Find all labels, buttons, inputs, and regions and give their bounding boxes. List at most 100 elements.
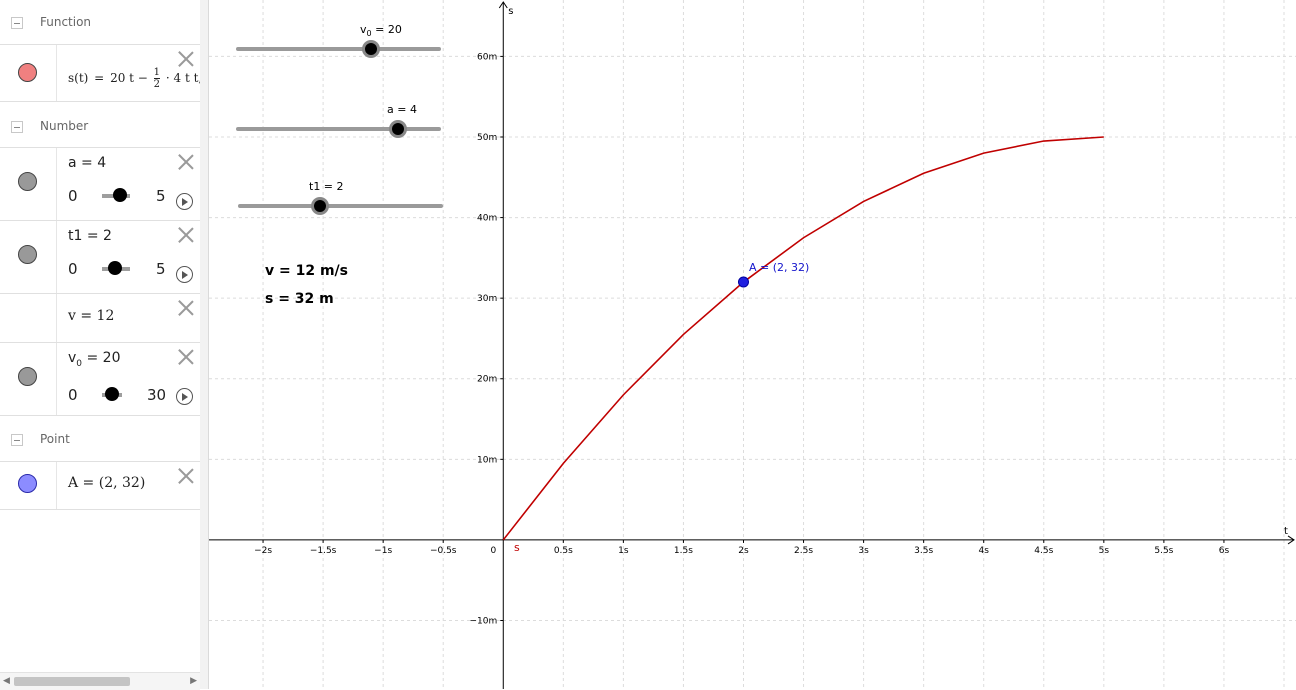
scroll-left-icon[interactable]: ◀: [3, 676, 10, 686]
y-tick-label: 50m: [477, 133, 497, 143]
horizontal-scrollbar[interactable]: ◀ ▶: [0, 672, 200, 690]
number-definition[interactable]: t1 = 2: [68, 228, 112, 244]
point-item-A[interactable]: A = (2, 32): [0, 462, 200, 510]
y-tick-label: 60m: [477, 52, 497, 62]
plot-canvas[interactable]: −2s −1.5s −1s −0.5s 0.5s 1s 1.5s 2s 2.5s 3s 3.5s 4s…: [209, 0, 1296, 689]
slider-knob[interactable]: [105, 387, 119, 401]
group-title: Number: [40, 119, 89, 133]
x-axis-label: t: [1284, 526, 1288, 537]
visibility-marble-icon[interactable]: [18, 172, 37, 191]
y-tick-label: 20m: [477, 375, 497, 385]
plot-points: [737, 276, 749, 288]
position-text: s = 32 m: [265, 291, 334, 307]
scrollbar-thumb[interactable]: [14, 677, 130, 686]
algebra-view: Function s(t) = 20 t − 1 2 · 4 t t, Numb…: [0, 0, 203, 690]
number-item-a[interactable]: a = 4 0 5: [0, 148, 200, 221]
slider-knob[interactable]: [362, 40, 380, 58]
slider-min: 0: [68, 260, 78, 278]
x-axis-arrow: [1287, 535, 1295, 545]
x-tick-label: 2s: [738, 546, 749, 556]
x-tick-label: 0.5s: [554, 546, 573, 556]
series-curves: [502, 136, 1104, 541]
number-item-v0[interactable]: v0 = 20 0 30: [0, 343, 200, 416]
function-item-s[interactable]: s(t) = 20 t − 1 2 · 4 t t,: [0, 45, 203, 102]
y-axis-arrow: [498, 1, 508, 9]
slider-track[interactable]: [238, 204, 443, 208]
number-definition[interactable]: v = 12: [68, 308, 115, 324]
x-tick-label: 2.5s: [794, 546, 813, 556]
function-group-header[interactable]: Function: [0, 0, 200, 45]
x-tick-label: 5s: [1099, 546, 1110, 556]
x-tick-label: −1.5s: [310, 546, 337, 556]
slider-label: t1 = 2: [309, 180, 344, 193]
visibility-marble-icon[interactable]: [18, 63, 37, 82]
grid-lines: [209, 0, 1296, 689]
number-group-header[interactable]: Number: [0, 102, 200, 148]
x-tick-label: −0.5s: [430, 546, 457, 556]
x-tick-label: 3s: [858, 546, 869, 556]
visibility-marble-icon[interactable]: [18, 474, 37, 493]
origin-label: 0: [491, 546, 497, 556]
x-tick-label: 4.5s: [1034, 546, 1053, 556]
x-tick-label: −2s: [254, 546, 272, 556]
y-tick-label: 30m: [477, 294, 497, 304]
slider-label: v0 = 20: [360, 23, 402, 39]
close-icon[interactable]: [178, 349, 194, 365]
x-tick-label: 4s: [979, 546, 990, 556]
play-icon[interactable]: [176, 266, 193, 283]
number-item-t1[interactable]: t1 = 2 0 5: [0, 221, 200, 294]
x-tick-label: −1s: [374, 546, 392, 556]
curve-label-s: s: [514, 541, 520, 554]
slider-knob[interactable]: [389, 120, 407, 138]
close-icon[interactable]: [178, 154, 194, 170]
scroll-right-icon[interactable]: ▶: [190, 676, 197, 686]
collapse-icon[interactable]: [11, 434, 23, 446]
slider-knob[interactable]: [311, 197, 329, 215]
slider-label: a = 4: [387, 103, 417, 116]
close-icon[interactable]: [178, 468, 194, 484]
velocity-text: v = 12 m/s: [265, 263, 348, 279]
number-definition[interactable]: a = 4: [68, 155, 107, 171]
view-divider[interactable]: [200, 0, 209, 689]
y-tick-label: 40m: [477, 214, 497, 224]
slider-max: 5: [156, 187, 166, 205]
axes: [209, 1, 1295, 689]
slider-min: 0: [68, 187, 78, 205]
x-tick-label: 3.5s: [914, 546, 933, 556]
point-label-A: A = (2, 32): [749, 261, 810, 274]
series-line-s: [502, 136, 1104, 541]
y-axis-label: s: [508, 6, 513, 17]
graphics-view[interactable]: −2s −1.5s −1s −0.5s 0.5s 1s 1.5s 2s 2.5s 3s 3.5s 4s…: [209, 0, 1296, 689]
group-title: Function: [40, 15, 92, 29]
number-item-v[interactable]: v = 12: [0, 294, 200, 343]
slider-knob[interactable]: [108, 261, 122, 275]
slider-track[interactable]: [236, 47, 441, 51]
slider-track[interactable]: [236, 127, 441, 131]
slider-max: 5: [156, 260, 166, 278]
point-A: [737, 276, 749, 288]
collapse-icon[interactable]: [11, 121, 23, 133]
play-icon[interactable]: [176, 193, 193, 210]
x-tick-label: 6s: [1219, 546, 1230, 556]
play-icon[interactable]: [176, 388, 193, 405]
point-group-header[interactable]: Point: [0, 416, 200, 462]
close-icon[interactable]: [178, 300, 194, 316]
tick-labels: −2s −1.5s −1s −0.5s 0.5s 1s 1.5s 2s 2.5s 3s 3.5s 4s…: [254, 6, 1288, 627]
slider-max: 30: [147, 386, 167, 404]
x-tick-label: 1s: [618, 546, 629, 556]
slider-min: 0: [68, 386, 78, 404]
x-tick-label: 5.5s: [1154, 546, 1173, 556]
x-tick-label: 1.5s: [674, 546, 693, 556]
close-icon[interactable]: [178, 51, 194, 67]
visibility-marble-icon[interactable]: [18, 367, 37, 386]
function-definition[interactable]: s(t) = 20 t − 1 2 · 4 t t,: [68, 67, 203, 90]
visibility-marble-icon[interactable]: [18, 245, 37, 264]
slider-knob[interactable]: [113, 188, 127, 202]
group-title: Point: [40, 432, 70, 446]
collapse-icon[interactable]: [11, 17, 23, 29]
number-definition[interactable]: v0 = 20: [68, 350, 121, 369]
close-icon[interactable]: [178, 227, 194, 243]
y-tick-label: 10m: [477, 455, 497, 465]
point-definition[interactable]: A = (2, 32): [68, 475, 146, 491]
y-tick-label: −10m: [470, 617, 498, 627]
